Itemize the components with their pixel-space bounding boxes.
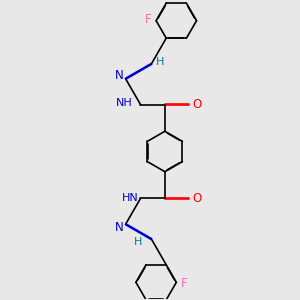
Text: N: N [115,69,124,82]
Text: F: F [181,277,188,290]
Text: NH: NH [116,98,132,108]
Text: HN: HN [122,193,139,203]
Text: H: H [155,57,164,68]
Text: O: O [192,98,201,111]
Text: F: F [145,13,151,26]
Text: O: O [192,192,201,205]
Text: N: N [115,221,124,234]
Text: H: H [134,237,142,247]
